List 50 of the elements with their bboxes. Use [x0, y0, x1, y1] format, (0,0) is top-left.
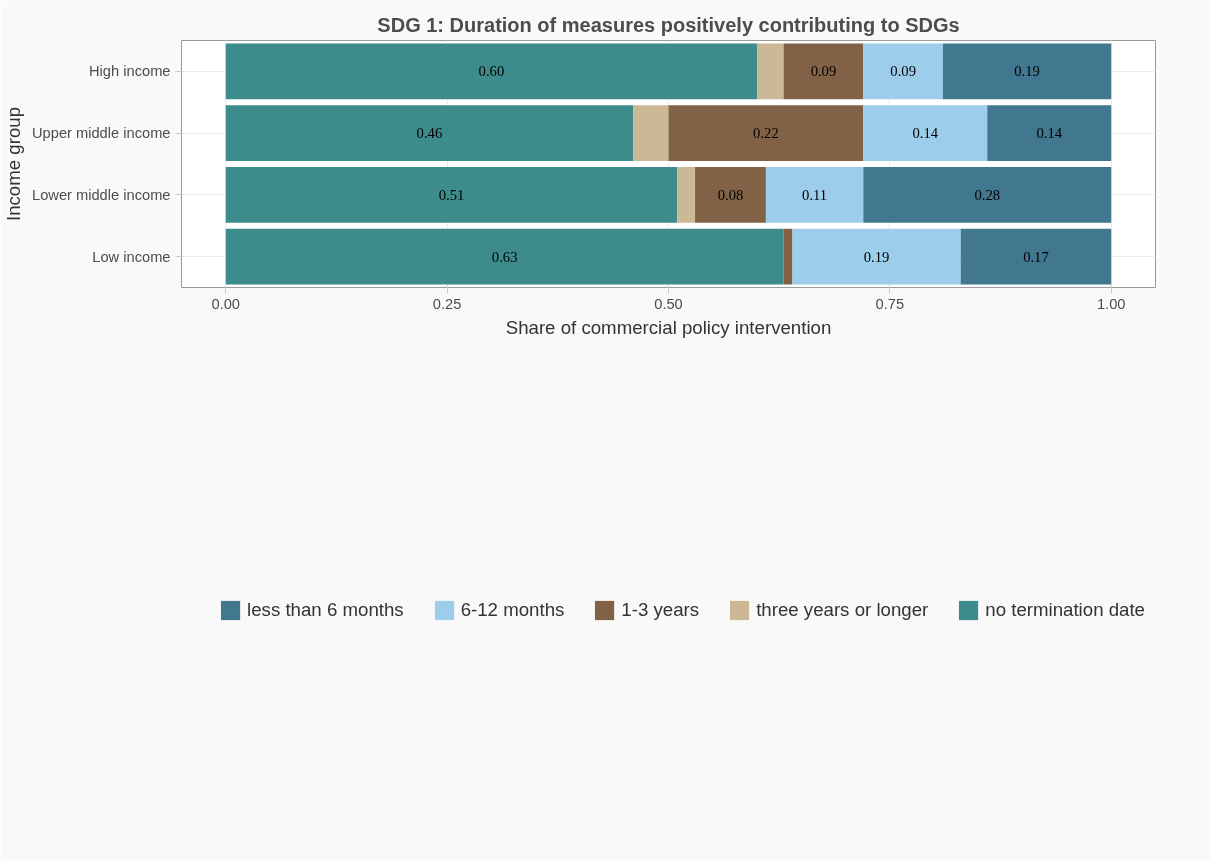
x-tick-label: 0.00: [211, 295, 241, 312]
bar: [792, 228, 961, 285]
data-label: 0.14: [912, 125, 939, 142]
bar: [225, 105, 634, 161]
legend-label: less than 6 months: [247, 599, 404, 621]
y-tick-label: Upper middle income: [32, 125, 171, 142]
data-label: 0.14: [1036, 125, 1063, 142]
data-label: 0.17: [1023, 248, 1049, 265]
data-label: 0.09: [810, 63, 837, 80]
data-label: 0.60: [478, 63, 505, 80]
y-tick-label: High income: [89, 63, 171, 80]
bar: [942, 43, 1112, 100]
y-tick-label: Low income: [92, 248, 171, 265]
bar: [695, 167, 766, 223]
data-label: 0.22: [753, 125, 779, 142]
data-label: 0.28: [974, 186, 1001, 203]
bar: [225, 167, 678, 223]
bar: [863, 105, 988, 161]
y-tick-label: Lower middle income: [32, 186, 171, 203]
bar: [677, 167, 696, 223]
bar: [960, 228, 1112, 285]
data-label: 0.09: [890, 63, 916, 80]
data-label: 0.19: [1014, 63, 1040, 80]
data-label: 0.08: [717, 186, 744, 203]
bar: [668, 105, 864, 161]
bar: [987, 105, 1112, 161]
y-axis-title: Income group: [3, 106, 25, 222]
bar: [783, 43, 864, 100]
bar: [633, 105, 669, 161]
bar: [863, 167, 1112, 223]
data-label: 0.46: [416, 125, 443, 142]
legend-label: no termination date: [985, 599, 1145, 621]
bar: [225, 228, 784, 285]
data-label: 0.63: [491, 248, 518, 265]
legend-label: three years or longer: [756, 599, 929, 621]
x-tick-label: 0.50: [654, 295, 683, 312]
x-axis-title: Share of commercial policy intervention: [505, 316, 832, 338]
data-label: 0.51: [438, 186, 465, 203]
chart-title: SDG 1: Duration of measures positively contributing to SDGs: [377, 13, 960, 36]
data-label: 0.19: [863, 248, 890, 265]
x-tick-label: 1.00: [1096, 295, 1126, 312]
bar: [863, 43, 943, 100]
x-tick-label: 0.25: [432, 295, 462, 312]
legend-label: 6-12 months: [460, 599, 565, 621]
bar: [765, 167, 864, 223]
x-tick-label: 0.75: [875, 295, 905, 312]
data-label: 0.11: [802, 186, 828, 203]
bar: [225, 43, 758, 100]
bar: [757, 43, 784, 100]
legend-label: 1-3 years: [621, 599, 700, 621]
